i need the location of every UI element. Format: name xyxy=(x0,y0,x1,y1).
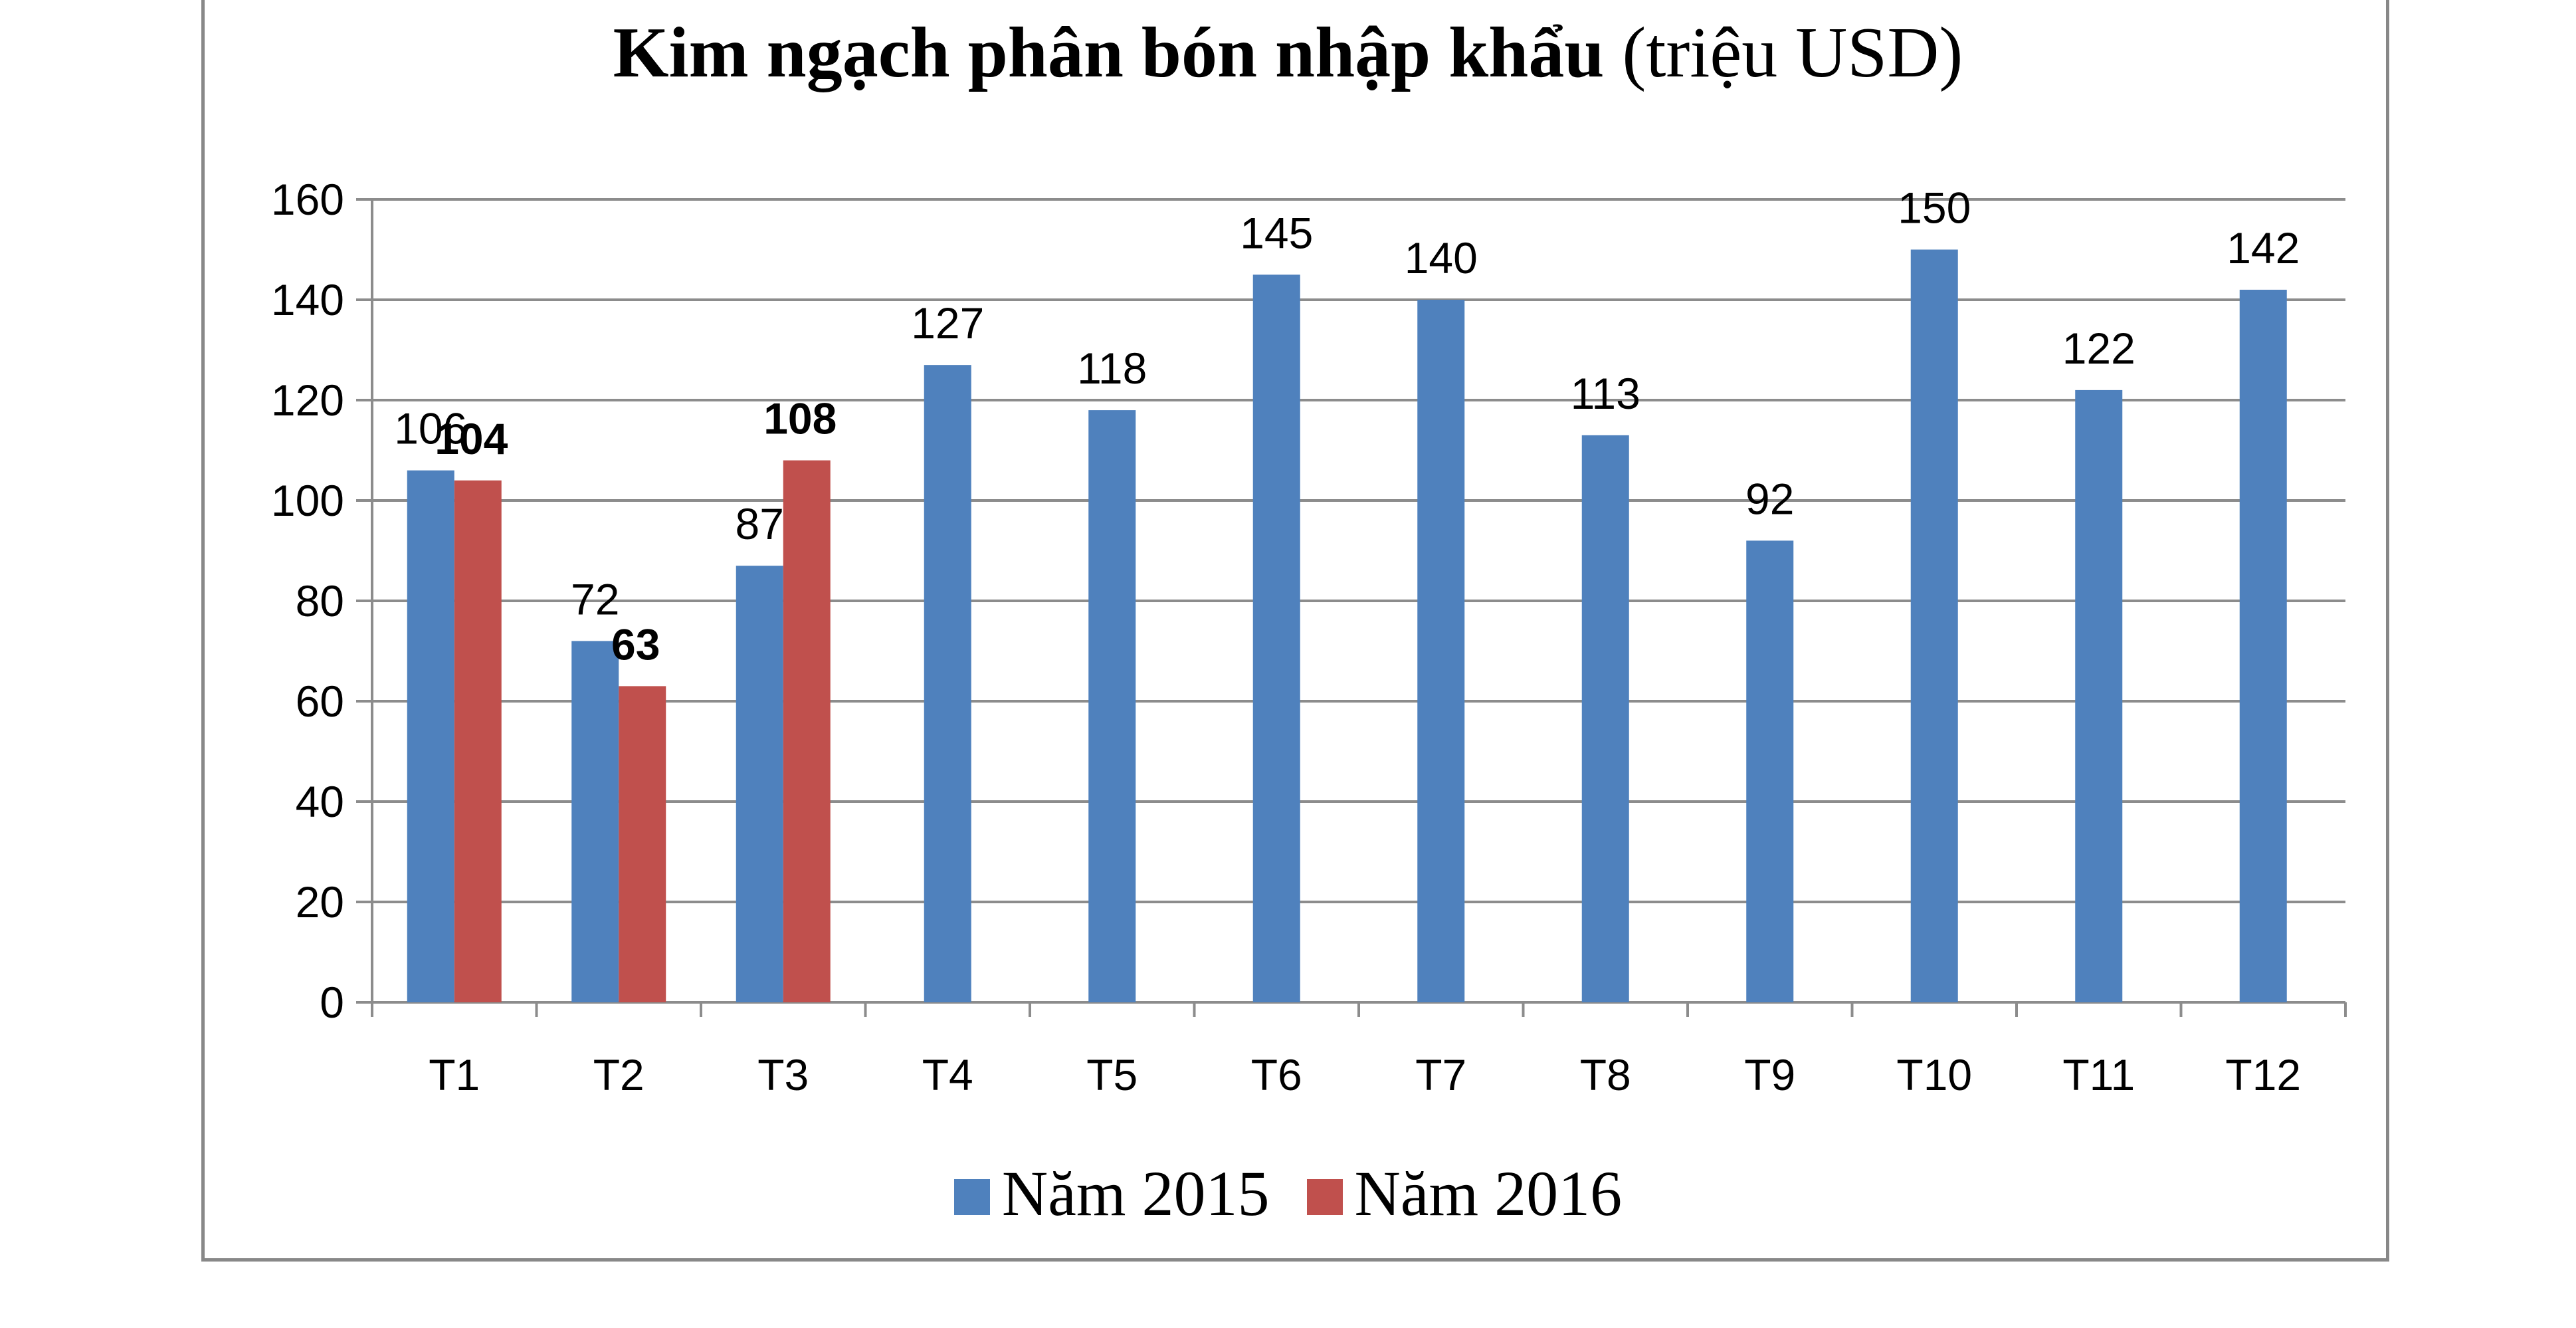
y-tick-label: 160 xyxy=(271,175,344,224)
x-tick-label: T5 xyxy=(1086,1050,1138,1099)
bar-2015 xyxy=(1581,435,1629,1002)
data-label-2016: 104 xyxy=(435,414,508,463)
legend-item-2015: Năm 2015 xyxy=(953,1157,1270,1230)
y-tick-label: 0 xyxy=(320,978,344,1027)
y-tick-label: 80 xyxy=(296,576,344,625)
bar-2016 xyxy=(454,480,502,1002)
data-label-2015: 106 xyxy=(394,404,467,453)
x-tick-label: T6 xyxy=(1251,1050,1302,1099)
bar-2015 xyxy=(571,641,619,1002)
y-tick-label: 100 xyxy=(271,476,344,525)
bar-2015 xyxy=(1746,540,1794,1002)
bar-2015 xyxy=(1910,249,1958,1002)
data-label-2016: 63 xyxy=(611,619,660,669)
legend-label-2016: Năm 2016 xyxy=(1354,1158,1623,1229)
x-tick-label: T4 xyxy=(922,1050,973,1099)
bar-2016 xyxy=(783,460,831,1002)
chart-title-main: Kim ngạch phân bón nhập khẩu xyxy=(613,13,1605,92)
legend: Năm 2015 Năm 2016 xyxy=(0,1157,2576,1230)
x-tick-label: T12 xyxy=(2225,1050,2301,1099)
chart-title-unit: (triệu USD) xyxy=(1622,13,1963,92)
x-tick-label: T8 xyxy=(1580,1050,1631,1099)
x-tick-label: T10 xyxy=(1896,1050,1972,1099)
data-label-2015: 72 xyxy=(571,574,619,623)
bar-2015 xyxy=(1417,300,1465,1002)
x-tick-label: T2 xyxy=(593,1050,644,1099)
axes: 0 20 40 60 80 100 120 140 160 T1 T2 T3 T4 T5 T6 T7 T8 T9 T… xyxy=(271,175,2347,1099)
bar-2015 xyxy=(1252,275,1300,1002)
data-label-2015: 92 xyxy=(1745,474,1794,523)
x-tick-label: T11 xyxy=(2062,1050,2135,1099)
y-tick-label: 140 xyxy=(271,275,344,324)
bar-2015 xyxy=(1088,410,1136,1002)
y-tick-label: 40 xyxy=(296,777,344,826)
data-label-2015: 113 xyxy=(1571,369,1640,418)
data-label-2016: 108 xyxy=(763,394,837,443)
gridlines xyxy=(372,198,2345,903)
x-tick-label: T3 xyxy=(757,1050,809,1099)
data-label-2015: 122 xyxy=(2062,324,2135,373)
x-tick-label: T7 xyxy=(1415,1050,1466,1099)
data-label-2015: 127 xyxy=(911,298,984,348)
bars xyxy=(407,249,2287,1002)
legend-item-2016: Năm 2016 xyxy=(1306,1157,1623,1230)
chart-title: Kim ngạch phân bón nhập khẩu (triệu USD) xyxy=(0,12,2576,94)
data-label-2015: 87 xyxy=(736,499,784,548)
bar-2015 xyxy=(736,566,783,1002)
legend-swatch-2016 xyxy=(1306,1179,1343,1215)
bar-2015 xyxy=(924,365,971,1002)
x-tick-label: T1 xyxy=(429,1050,480,1099)
data-label-2015: 150 xyxy=(1898,183,1971,233)
y-tick-label: 60 xyxy=(296,677,344,726)
bar-2015 xyxy=(407,470,454,1002)
data-label-2015: 118 xyxy=(1077,344,1147,393)
data-label-2015: 142 xyxy=(2227,223,2300,273)
bar-2015 xyxy=(2239,289,2287,1002)
legend-label-2015: Năm 2015 xyxy=(1001,1158,1270,1229)
bar-2015 xyxy=(2075,389,2123,1002)
data-label-2015: 140 xyxy=(1405,233,1478,282)
y-tick-label: 20 xyxy=(296,877,344,927)
data-label-2015: 145 xyxy=(1240,208,1313,257)
x-tick-label: T9 xyxy=(1744,1050,1795,1099)
y-tick-label: 120 xyxy=(271,376,344,425)
legend-swatch-2015 xyxy=(953,1179,990,1215)
bar-2016 xyxy=(619,686,666,1002)
